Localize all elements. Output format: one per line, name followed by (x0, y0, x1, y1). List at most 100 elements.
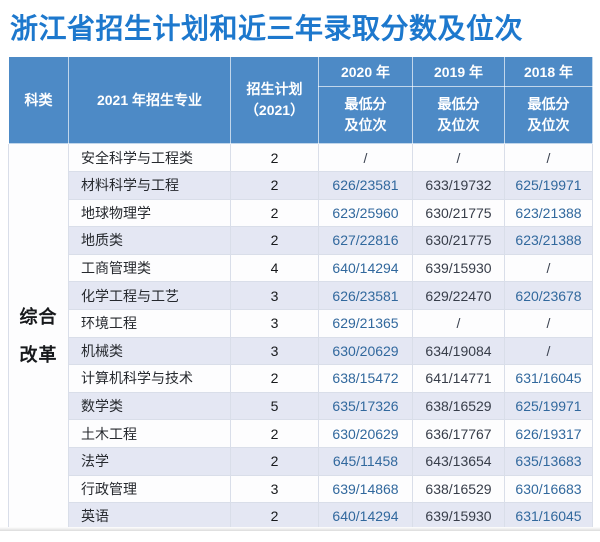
major-cell: 地质类 (68, 226, 231, 255)
score-2019-cell: 634/19084 (412, 336, 505, 366)
plan-cell: 2 (230, 364, 319, 393)
header-2018-sub: 最低分 及位次 (504, 86, 593, 145)
score-2018-cell: 620/23678 (504, 281, 593, 310)
table-row: 机械类 3 630/20629 634/19084 / (9, 336, 593, 366)
table-row: 地质类 2 627/22816 630/21775 623/21388 (9, 226, 593, 255)
plan-cell: 2 (230, 446, 319, 476)
major-cell: 法学 (68, 446, 231, 476)
plan-cell: 3 (230, 336, 319, 366)
score-2020-cell: 639/14868 (318, 474, 413, 504)
plan-cell: 2 (230, 170, 319, 200)
table-header: 科类 2021 年招生专业 招生计划 （2021） 2020 年 2019 年 … (8, 56, 593, 145)
major-cell: 地球物理学 (68, 198, 231, 228)
score-2019-cell: 633/19732 (412, 170, 505, 200)
plan-cell: 5 (230, 391, 319, 421)
score-2018-cell: 630/16683 (504, 474, 593, 504)
score-2019-cell: 643/13654 (412, 446, 505, 476)
year-2020-label: 2020 年 (340, 64, 391, 81)
score-2018-cell: 631/16045 (504, 502, 593, 531)
header-plan: 招生计划 （2021） (230, 56, 319, 145)
score-2018-cell: 625/19971 (504, 391, 593, 421)
plan-cell: 3 (230, 308, 319, 338)
page: 浙江省招生计划和近三年录取分数及位次 科类 2021 年招生专业 招生计划 （2… (0, 13, 600, 531)
major-cell: 机械类 (68, 336, 231, 366)
table-row: 环境工程 3 629/21365 / / (9, 308, 593, 338)
year-2018-label: 2018 年 (523, 64, 574, 81)
score-2018-cell: / (504, 143, 593, 172)
page-title: 浙江省招生计划和近三年录取分数及位次 (10, 13, 524, 44)
score-2019-cell: 638/16529 (412, 391, 505, 421)
header-2019-sub: 最低分 及位次 (412, 86, 505, 145)
plan-cell: 4 (230, 253, 319, 283)
year-2019-label: 2019 年 (433, 64, 484, 81)
score-2019-cell: / (412, 143, 505, 172)
score-2018-cell: 625/19971 (504, 170, 593, 200)
score-2020-cell: 630/20629 (318, 336, 413, 366)
score-2019-cell: 630/21775 (412, 226, 505, 255)
major-cell: 数学类 (68, 391, 231, 421)
header-year-2020: 2020 年 (318, 56, 413, 88)
table-body: 综合 改革 安全科学与工程类 2 / / / 材料科学与工程 2 626/235… (8, 143, 593, 531)
score-2020-cell: 626/23581 (318, 170, 413, 200)
score-2018-cell: 631/16045 (504, 364, 593, 393)
score-2019-cell: 639/15930 (412, 502, 505, 531)
header-subject-type: 科类 (8, 56, 69, 145)
table-row: 计算机科学与技术 2 638/15472 641/14771 631/16045 (9, 364, 593, 393)
plan-cell: 2 (230, 419, 319, 448)
score-2020-cell: 630/20629 (318, 419, 413, 448)
score-2020-cell: 629/21365 (318, 308, 413, 338)
plan-cell: 3 (230, 281, 319, 310)
major-cell: 行政管理 (68, 474, 231, 504)
score-2019-cell: 629/22470 (412, 281, 505, 310)
major-cell: 安全科学与工程类 (68, 143, 231, 172)
score-2020-cell: 640/14294 (318, 502, 413, 531)
score-2018-cell: / (504, 253, 593, 283)
score-2018-cell: 626/19317 (504, 419, 593, 448)
score-2019-cell: 636/17767 (412, 419, 505, 448)
score-2020-cell: 627/22816 (318, 226, 413, 255)
score-2020-cell: / (318, 143, 413, 172)
score-2020-cell: 638/15472 (318, 364, 413, 393)
score-2019-cell: 630/21775 (412, 198, 505, 228)
table-row: 地球物理学 2 623/25960 630/21775 623/21388 (9, 198, 593, 228)
score-2020-cell: 626/23581 (318, 281, 413, 310)
plan-cell: 3 (230, 474, 319, 504)
major-cell: 英语 (68, 502, 231, 531)
plan-cell: 2 (230, 198, 319, 228)
score-2018-cell: 635/13683 (504, 446, 593, 476)
table-row: 英语 2 640/14294 639/15930 631/16045 (9, 502, 593, 531)
header-major: 2021 年招生专业 (68, 56, 231, 145)
table-row: 综合 改革 安全科学与工程类 2 / / / (8, 143, 593, 531)
score-2019-cell: 639/15930 (412, 253, 505, 283)
header-year-2018: 2018 年 (504, 56, 593, 88)
score-2020-cell: 623/25960 (318, 198, 413, 228)
table-row: 工商管理类 4 640/14294 639/15930 / (9, 253, 593, 283)
bottom-shadow (0, 526, 600, 531)
header-2020-sub: 最低分 及位次 (318, 86, 413, 145)
table-row: 土木工程 2 630/20629 636/17767 626/19317 (9, 419, 593, 448)
score-2018-cell: 623/21388 (504, 226, 593, 255)
score-2019-cell: 641/14771 (412, 364, 505, 393)
plan-cell: 2 (230, 226, 319, 255)
table-row: 法学 2 645/11458 643/13654 635/13683 (9, 446, 593, 476)
table-row: 材料科学与工程 2 626/23581 633/19732 625/19971 (9, 170, 593, 200)
score-2020-cell: 645/11458 (318, 446, 413, 476)
score-2019-cell: 638/16529 (412, 474, 505, 504)
subject-type-cell: 综合 改革 (8, 143, 69, 531)
plan-cell: 2 (230, 143, 319, 172)
table-row: 化学工程与工艺 3 626/23581 629/22470 620/23678 (9, 281, 593, 310)
major-cell: 化学工程与工艺 (68, 281, 231, 310)
table-row: 数学类 5 635/17326 638/16529 625/19971 (9, 391, 593, 421)
score-2020-cell: 635/17326 (318, 391, 413, 421)
admission-score-table: 科类 2021 年招生专业 招生计划 （2021） 2020 年 2019 年 … (8, 56, 593, 531)
major-cell: 土木工程 (68, 419, 231, 448)
table-row: 行政管理 3 639/14868 638/16529 630/16683 (9, 474, 593, 504)
major-cell: 计算机科学与技术 (68, 364, 231, 393)
major-cell: 工商管理类 (68, 253, 231, 283)
score-2018-cell: / (504, 308, 593, 338)
major-cell: 材料科学与工程 (68, 170, 231, 200)
score-2018-cell: 623/21388 (504, 198, 593, 228)
major-cell: 环境工程 (68, 308, 231, 338)
score-2019-cell: / (412, 308, 505, 338)
header-year-2019: 2019 年 (412, 56, 505, 88)
